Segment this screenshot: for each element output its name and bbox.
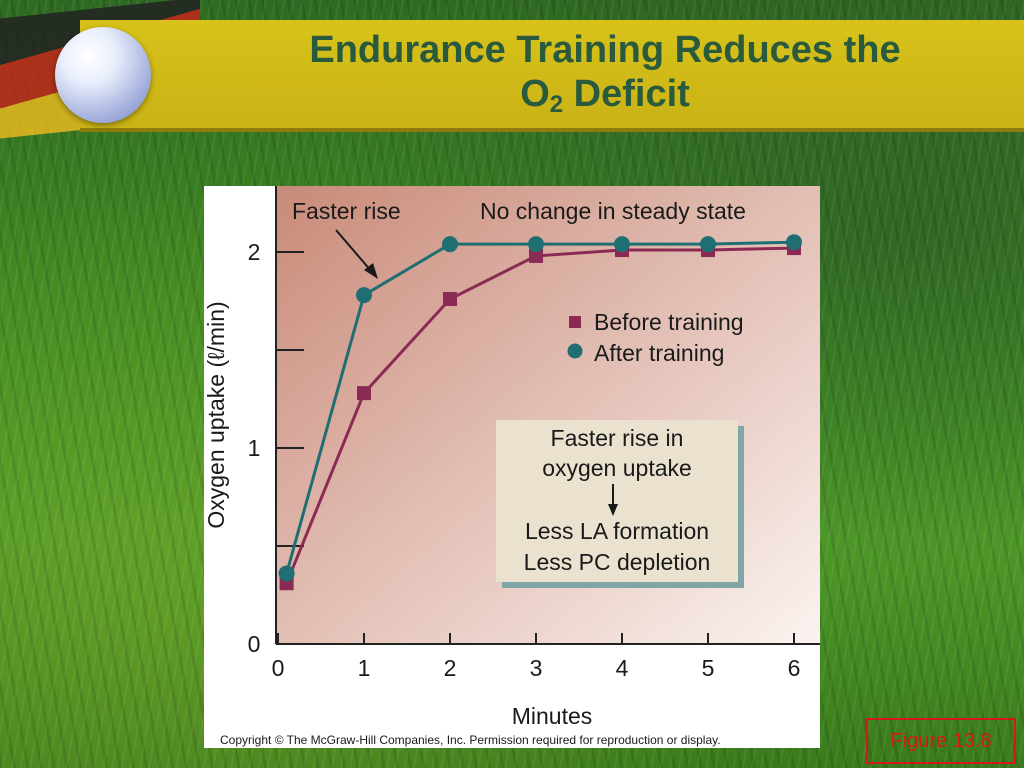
title-bar: [80, 20, 1024, 132]
title-line-1: Endurance Training Reduces the: [309, 29, 901, 71]
info-box-line-4: Less PC depletion: [524, 549, 711, 575]
legend-after-label: After training: [594, 340, 724, 366]
y-tick-label: 1: [248, 435, 261, 461]
x-tick-label: 0: [272, 655, 285, 681]
copyright-text: Copyright © The McGraw-Hill Companies, I…: [220, 733, 721, 747]
after-training-point: [278, 565, 295, 582]
x-tick-label: 1: [358, 655, 371, 681]
chart-panel: 0 1 2 3 4 5 6 0 1 2 Faster rise No change in stea…: [203, 186, 820, 748]
legend-before-label: Before training: [594, 309, 744, 335]
info-box-line-1: Faster rise in: [551, 425, 684, 451]
before-training-point: [357, 386, 371, 401]
x-tick-label: 3: [530, 655, 543, 681]
soccer-ball-icon: [55, 27, 151, 123]
steady-state-label: No change in steady state: [480, 198, 746, 224]
title-deficit: Deficit: [563, 73, 690, 115]
info-box-line-3: Less LA formation: [525, 518, 709, 544]
after-training-point: [528, 236, 544, 253]
x-tick-label: 6: [788, 655, 801, 681]
x-tick-label: 5: [702, 655, 715, 681]
title-o: O: [520, 73, 550, 115]
legend-after-marker: [567, 343, 583, 359]
faster-rise-arrowhead: [364, 263, 378, 279]
faster-rise-label: Faster rise: [292, 198, 401, 224]
after-training-point: [442, 236, 458, 253]
slide-title: Endurance Training Reduces the O2 Defici…: [200, 28, 1010, 127]
x-tick-label: 4: [616, 655, 629, 681]
info-box-arrowhead: [608, 504, 618, 516]
oxygen-uptake-chart: 0 1 2 3 4 5 6 0 1 2 Faster rise No change in stea…: [203, 186, 820, 747]
info-box: [496, 420, 738, 582]
figure-label: Figure 13.8: [866, 718, 1016, 764]
x-tick-label: 2: [444, 655, 457, 681]
before-training-point: [529, 248, 543, 263]
faster-rise-arrow: [335, 229, 373, 273]
info-box-line-2: oxygen uptake: [542, 455, 692, 481]
after-training-point: [700, 236, 716, 253]
title-subscript: 2: [549, 91, 564, 118]
y-tick-label: 0: [248, 631, 261, 657]
x-axis-title: Minutes: [512, 703, 593, 729]
title-line-2: O2 Deficit: [200, 72, 1010, 127]
after-training-point: [356, 287, 372, 304]
legend-before-marker: [569, 316, 581, 328]
y-tick-label: 2: [248, 239, 261, 265]
after-training-point: [786, 234, 802, 251]
y-axis-title: Oxygen uptake (ℓ/min): [204, 301, 229, 528]
after-training-point: [614, 236, 630, 253]
before-training-point: [443, 292, 457, 307]
